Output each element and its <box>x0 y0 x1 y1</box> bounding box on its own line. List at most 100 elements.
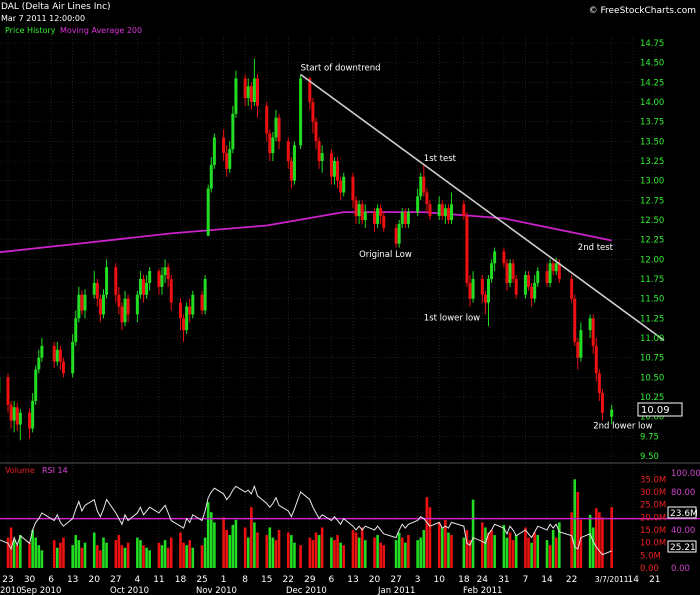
volume-bar <box>373 537 376 568</box>
candle-body <box>443 208 447 217</box>
candle-body <box>188 306 192 315</box>
candle-body <box>508 263 512 283</box>
volume-bar <box>450 535 453 568</box>
volume-tick-label: 25.0M <box>640 501 666 511</box>
volume-bar <box>31 530 34 568</box>
price-tick-label: 9.75 <box>640 432 659 442</box>
volume-bar <box>573 479 577 568</box>
candle-body <box>34 369 38 401</box>
volume-bar <box>588 514 592 568</box>
volume-bar <box>598 512 601 568</box>
volume-bar <box>148 550 151 568</box>
volume-tick-label: 5.0M <box>640 551 661 561</box>
volume-bar <box>271 537 275 568</box>
candle-body <box>142 279 146 295</box>
brand-label[interactable]: © FreeStockCharts.com <box>588 6 696 16</box>
volume-bars <box>0 479 613 568</box>
volume-bar <box>422 530 426 568</box>
candle-body <box>145 282 149 295</box>
volume-bar <box>360 527 364 568</box>
volume-bar <box>126 542 130 568</box>
candle-body <box>462 204 466 217</box>
candle-body <box>554 263 558 272</box>
candle-body <box>299 78 303 146</box>
volume-bar <box>314 532 318 568</box>
volume-bar <box>203 537 207 568</box>
annotations: Start of downtrend 1st test Original Low 2n… <box>301 64 653 432</box>
candle-body <box>6 377 10 405</box>
date-tick-label: 15 <box>261 575 272 585</box>
volume-bar <box>462 537 466 568</box>
date-tick-label: 14 <box>628 575 640 585</box>
volume-bar <box>505 537 509 568</box>
volume-bar <box>15 545 19 568</box>
volume-bar <box>179 532 182 568</box>
volume-bar <box>425 497 429 568</box>
candle-body <box>468 282 472 299</box>
date-tick-label: 27 <box>390 575 401 585</box>
rsi-tick-label: 0.00 <box>671 564 690 574</box>
legend-moving-average[interactable]: Moving Average 200 <box>60 26 143 35</box>
candle-body <box>594 345 598 374</box>
legend-price-history[interactable]: Price History <box>5 26 56 35</box>
annotation-label: Start of downtrend <box>301 64 381 74</box>
volume-bar <box>136 537 139 568</box>
price-tick-label: 14.50 <box>640 59 664 69</box>
price-tick-label: 12.25 <box>640 236 664 246</box>
candle-body <box>600 393 604 413</box>
volume-bar <box>290 535 293 568</box>
last-price-box <box>637 402 683 417</box>
candle-body <box>105 267 109 295</box>
volume-bar <box>274 540 278 568</box>
candle-body <box>483 294 487 303</box>
candle-body <box>18 412 22 425</box>
price-tick-label: 10.50 <box>640 373 664 383</box>
volume-bar <box>514 535 518 568</box>
month-label: Oct 2010 <box>110 586 149 595</box>
date-tick-label: 8 <box>242 575 248 585</box>
volume-bar <box>444 519 447 568</box>
volume-bar <box>163 540 167 568</box>
candle-body <box>163 267 167 276</box>
volume-bar <box>213 522 216 568</box>
candle-body <box>329 153 333 177</box>
price-tick-label: 12.50 <box>640 216 664 226</box>
price-tick-label: 11.75 <box>640 275 664 285</box>
volume-bar <box>311 540 315 568</box>
candle-body <box>138 279 142 295</box>
candle-body <box>12 407 16 421</box>
candle-body <box>77 294 81 319</box>
candle-body <box>363 212 367 220</box>
candle-body <box>271 137 275 154</box>
volume-bar <box>336 535 339 568</box>
date-tick-label: 18 <box>458 575 470 585</box>
price-tick-label: 13.75 <box>640 118 664 128</box>
candle-body <box>548 263 552 283</box>
candle-body <box>255 78 259 106</box>
date-axis: 23 30 6 13 20 27 4 11 18 25 1 8 15 22 29 6 13 20 27 3 10 18 24… <box>0 575 661 595</box>
candle-body <box>123 298 127 323</box>
date-tick-label: 13 <box>347 575 358 585</box>
legend-volume[interactable]: Volume <box>5 466 35 475</box>
candle-body <box>336 161 340 181</box>
volume-bar <box>342 545 346 568</box>
volume-bar <box>511 540 515 568</box>
candle-body <box>80 294 84 311</box>
volume-bar <box>74 535 78 568</box>
legend-rsi[interactable]: RSI 14 <box>42 466 68 475</box>
annotation-label: 1st test <box>424 154 457 164</box>
candle-body <box>419 176 423 197</box>
price-tick-label: 10.25 <box>640 393 664 403</box>
candle-body <box>342 176 346 193</box>
candle-body <box>311 102 315 122</box>
candle-body <box>579 330 583 358</box>
candle-body <box>191 294 195 315</box>
volume-bar <box>487 532 490 568</box>
candle-body <box>243 78 247 99</box>
volume-bar <box>601 517 604 568</box>
volume-bar <box>502 524 506 568</box>
chart-title: DAL (Delta Air Lines Inc) <box>1 2 111 12</box>
volume-bar <box>139 540 142 568</box>
candle-body <box>98 298 102 315</box>
candle-body <box>160 275 164 287</box>
